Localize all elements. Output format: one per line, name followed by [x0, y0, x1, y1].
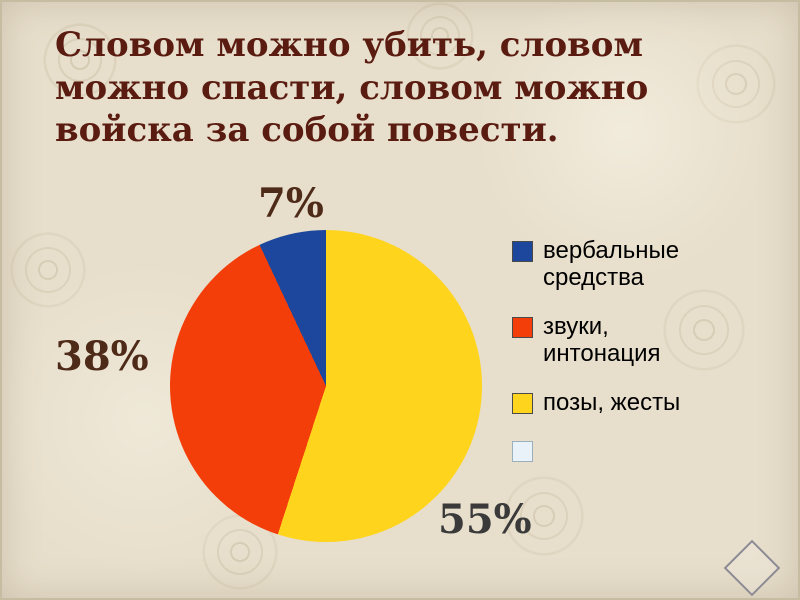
percent-label-verbal: 7%: [258, 180, 324, 227]
legend-label: позы, жесты: [543, 388, 681, 416]
legend-label: звуки, интонация: [543, 312, 661, 367]
percent-label-gestures: 55%: [438, 496, 532, 543]
diamond-decoration-icon: [723, 539, 781, 597]
legend-item: вербальные средства: [512, 237, 713, 292]
slide-title: Словом можно убить, словом можно спасти,…: [55, 25, 649, 150]
legend-swatch-sounds: [512, 316, 533, 338]
legend-label: вербальные средства: [543, 237, 680, 291]
chart-legend: вербальные средства звуки, интонация поз…: [512, 237, 713, 463]
legend-item: позы, жесты: [512, 388, 713, 417]
legend-swatch-verbal: [512, 241, 533, 262]
pie-chart: [170, 230, 482, 542]
legend-swatch-gestures: [512, 392, 533, 414]
percent-label-sounds: 38%: [55, 333, 149, 380]
legend-swatch-empty: [512, 441, 533, 463]
legend-item: звуки, интонация: [512, 312, 713, 368]
legend-item: [512, 438, 713, 463]
